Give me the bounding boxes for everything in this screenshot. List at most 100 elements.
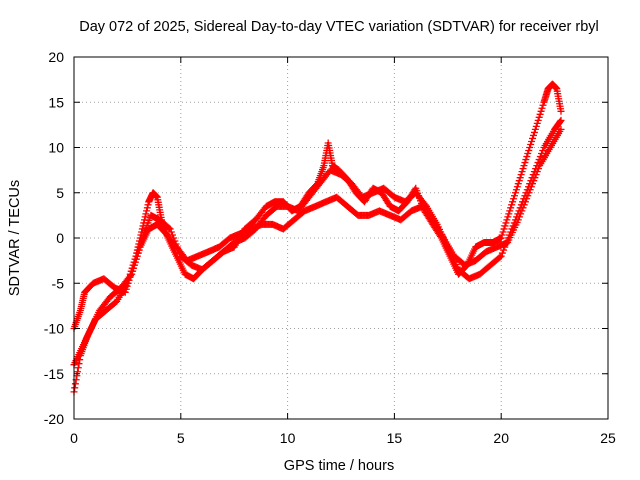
data-point-sample [529, 134, 537, 142]
data-point-sample [128, 267, 136, 275]
data-point-sample [298, 209, 306, 217]
chart-title: Day 072 of 2025, Sidereal Day-to-day VTE… [79, 19, 599, 35]
data-point-sample [529, 131, 537, 139]
data-point-sample [71, 380, 79, 388]
data-point-sample [536, 153, 544, 161]
data-point-sample [123, 282, 131, 290]
data-point-sample [527, 177, 535, 185]
data-point-sample [522, 156, 530, 164]
data-point-sample [249, 227, 257, 235]
data-point-sample [341, 200, 349, 208]
data-point-sample [74, 364, 82, 372]
data-point [519, 198, 527, 206]
data-point-sample [172, 240, 180, 248]
series-track-b [70, 125, 565, 369]
x-tick-label: 0 [70, 430, 78, 446]
data-point-sample [533, 162, 541, 170]
data-point-sample [523, 186, 531, 194]
data-point-sample [545, 146, 553, 154]
data-point-sample [498, 231, 506, 239]
data-point-sample [167, 228, 175, 236]
data-point-sample [104, 296, 112, 304]
data-point-sample [513, 213, 521, 221]
data-point-sample [173, 243, 181, 251]
data-point-sample [160, 227, 168, 235]
data-point-sample [345, 178, 353, 186]
data-point [529, 171, 537, 179]
data-point-sample [502, 219, 510, 227]
y-tick-label: -10 [44, 321, 64, 337]
data-point-sample [516, 174, 524, 182]
data-point-sample [78, 345, 86, 353]
data-point-sample [536, 110, 544, 118]
data-point-sample [108, 282, 116, 290]
data-point-sample [141, 213, 149, 221]
data-point-sample [500, 225, 508, 233]
data-point-sample [443, 241, 451, 249]
data-point-sample [505, 210, 513, 218]
data-point-sample [510, 195, 518, 203]
data-point-sample [502, 240, 510, 248]
data-point [130, 261, 138, 269]
y-tick-label: 15 [48, 94, 64, 110]
data-marks [70, 80, 565, 396]
data-point-sample [525, 147, 533, 155]
data-point-sample [143, 207, 151, 215]
data-point-sample [132, 255, 140, 263]
data-point-sample [524, 183, 532, 191]
data-point-sample [535, 113, 543, 121]
data-point-sample [507, 204, 515, 212]
y-tick-label: 0 [56, 230, 64, 246]
data-point-sample [521, 159, 529, 167]
data-point-sample [510, 219, 518, 227]
data-point-sample [526, 144, 534, 151]
data-point-sample [127, 270, 135, 278]
data-point-sample [518, 168, 526, 176]
data-point-sample [168, 231, 176, 239]
y-axis-label: SDTVAR / TECUs [7, 180, 23, 296]
data-point-sample [313, 183, 321, 191]
x-tick-label: 15 [387, 430, 403, 446]
data-point-sample [496, 235, 504, 243]
data-point-sample [352, 209, 360, 217]
data-point-sample [110, 299, 118, 307]
data-point-sample [135, 246, 143, 254]
data-point-sample [495, 254, 503, 262]
data-point-sample [514, 210, 522, 218]
data-point-sample [522, 189, 530, 197]
data-point-sample [328, 159, 336, 167]
data-point-sample [324, 169, 332, 177]
data-point-sample [420, 199, 428, 207]
data-point-sample [535, 156, 543, 164]
data-point-sample [509, 198, 517, 206]
data-point-sample [528, 137, 536, 145]
data-point-sample [508, 201, 516, 209]
data-point-sample [86, 327, 94, 335]
data-point-sample [480, 250, 488, 258]
grid [74, 57, 608, 419]
data-point-sample [142, 210, 150, 218]
y-tick-label: 5 [56, 185, 64, 201]
data-point-sample [463, 273, 471, 281]
data-point-sample [143, 204, 151, 212]
data-point-sample [124, 279, 132, 287]
data-point-sample [504, 213, 512, 221]
data-point-sample [126, 273, 134, 281]
data-point-sample [520, 195, 528, 203]
x-tick-label: 10 [280, 430, 296, 446]
data-point-sample [556, 118, 564, 126]
data-point-sample [303, 196, 311, 204]
data-point-sample [134, 249, 142, 257]
data-point-sample [384, 199, 392, 207]
data-point-sample [131, 258, 139, 266]
data-point-sample [524, 150, 532, 158]
data-point-sample [511, 216, 519, 224]
data-point-sample [538, 150, 546, 158]
data-point-sample [356, 190, 364, 198]
data-point-sample [496, 253, 504, 261]
data-point-sample [504, 234, 512, 242]
data-point [531, 125, 539, 133]
data-point-sample [500, 246, 508, 254]
data-point-sample [506, 231, 514, 239]
data-point-sample [534, 159, 542, 167]
